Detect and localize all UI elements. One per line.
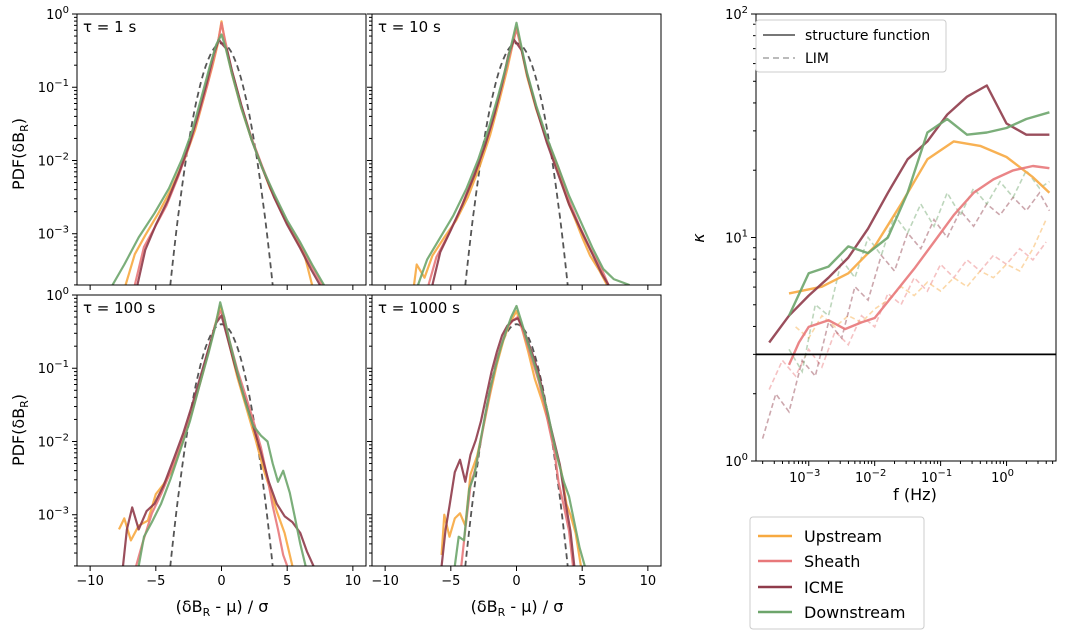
legend-sf-label: structure function xyxy=(805,28,930,44)
pdf-tau-1-series-upstream xyxy=(124,20,314,285)
pdf-tau-100-xtick-label: −10 xyxy=(76,574,103,589)
pdf-tau-1000-series-upstream xyxy=(440,310,582,566)
series-legend-box xyxy=(749,516,925,630)
pdf-tau-1-plot xyxy=(111,20,325,285)
pdf-tau-10-gaussian xyxy=(464,42,569,285)
pdf-tau-100-xtick-label: 0 xyxy=(217,574,225,589)
pdf-tau-1000: τ = 1000 s −10 −5 0 5 10 xyxy=(367,294,662,589)
pdf-tau-1-frame xyxy=(76,13,367,286)
pdf-tau-1000-xtick-label: −5 xyxy=(441,574,460,589)
kappa-ylabel: κ xyxy=(689,233,708,243)
pdf-tau-1000-series-sheath xyxy=(460,315,575,566)
pdf-tau-10-series-downstream xyxy=(416,21,630,285)
legend-upstream-label: Upstream xyxy=(804,527,882,546)
series-legend: Upstream Sheath ICME Downstream xyxy=(749,516,925,630)
pdf-tau-100-series-downstream xyxy=(137,301,307,566)
pdf-xlabel-right: (δBR - μ) / σ xyxy=(471,597,564,619)
pdf-tau-1000-title: τ = 1000 s xyxy=(378,299,460,317)
legend-icme-label: ICME xyxy=(804,578,844,597)
kappa-xtick-label: 10−1 xyxy=(921,468,952,486)
pdf-tau-100-title: τ = 100 s xyxy=(83,299,156,317)
pdf-tau-10-title: τ = 10 s xyxy=(378,18,441,36)
kappa-style-legend: structure function LIM xyxy=(755,19,947,73)
pdf-tau-10-series-sheath xyxy=(427,27,610,285)
pdf-tau-1-ytick-label: 10−2 xyxy=(38,151,69,169)
kappa-sf-sheath xyxy=(787,164,1050,366)
kappa-xtick-label: 10−2 xyxy=(855,468,886,486)
kappa-ytick-label: 100 xyxy=(725,452,748,470)
kappa-xlabel: f (Hz) xyxy=(893,485,937,504)
pdf-tau-100-ytick-label: 10−3 xyxy=(38,506,69,524)
pdf-tau-1000-plot xyxy=(440,304,586,566)
pdf-tau-1000-xtick-label: 5 xyxy=(578,574,586,589)
kappa-lim-upstream xyxy=(795,219,1047,340)
kappa-lim-downstream xyxy=(788,168,1050,374)
kappa-sf-upstream xyxy=(788,140,1051,295)
pdf-tau-1-ytick-label: 10−3 xyxy=(38,225,69,243)
pdf-tau-100-xtick-label: −5 xyxy=(146,574,165,589)
pdf-tau-1: τ = 1 s 100 10−1 10−2 10−3 xyxy=(38,5,367,290)
pdf-tau-1-series-icme xyxy=(136,38,321,285)
legend-sheath-label: Sheath xyxy=(804,552,860,571)
pdf-tau-100-plot xyxy=(118,301,315,566)
pdf-ylabel-bottom: PDF(δBR) xyxy=(9,394,31,466)
pdf-tau-1000-xtick-label: 0 xyxy=(512,574,520,589)
pdf-xlabel-left: (δBR - μ) / σ xyxy=(176,597,269,619)
pdf-tau-1000-xtick-label: −10 xyxy=(371,574,398,589)
legend-downstream-label: Downstream xyxy=(804,603,905,622)
kappa-xtick-label: 10−3 xyxy=(789,468,820,486)
kappa-ytick-label: 102 xyxy=(725,5,748,23)
pdf-tau-1000-gaussian xyxy=(464,323,569,566)
kappa-lim-icme xyxy=(761,191,1051,439)
kappa-legend-box xyxy=(755,19,947,73)
pdf-tau-100-xtick-label: 5 xyxy=(283,574,291,589)
kappa-spectrum: 10−3 10−2 10−1 100 100 101 102 xyxy=(725,5,1057,486)
pdf-tau-1-series-downstream xyxy=(111,33,325,285)
kappa-xtick-label: 100 xyxy=(991,468,1014,486)
kappa-plot xyxy=(756,84,1056,439)
pdf-tau-10-plot xyxy=(412,21,630,285)
pdf-tau-100-ytick-label: 10−2 xyxy=(38,432,69,450)
pdf-tau-100-ytick-label: 100 xyxy=(46,286,69,304)
kappa-sf-downstream xyxy=(787,111,1050,317)
pdf-tau-1-ytick-label: 10−1 xyxy=(38,78,69,96)
pdf-tau-1000-xtick-label: 10 xyxy=(640,574,657,589)
legend-lim-label: LIM xyxy=(805,51,829,67)
pdf-tau-100-xtick-label: 10 xyxy=(345,574,362,589)
pdf-tau-10: τ = 10 s xyxy=(367,13,662,290)
pdf-tau-10-series-icme xyxy=(431,38,610,285)
pdf-tau-1-title: τ = 1 s xyxy=(83,18,136,36)
pdf-tau-100-series-icme xyxy=(121,314,315,566)
pdf-tau-1-ytick-label: 100 xyxy=(46,5,69,23)
pdf-tau-100: τ = 100 s −10 −5 0 5 10 100 10−1 10−2 10−3 xyxy=(38,286,367,589)
pdf-tau-1000-series-downstream xyxy=(453,304,586,566)
pdf-tau-100-ytick-label: 10−1 xyxy=(38,359,69,377)
kappa-ytick-label: 101 xyxy=(725,229,748,247)
kappa-sf-icme xyxy=(768,84,1050,344)
kappa-lim-sheath xyxy=(768,241,1047,390)
pdf-tau-10-frame xyxy=(371,13,662,286)
pdf-tau-1000-frame xyxy=(371,294,662,567)
pdf-ylabel-top: PDF(δBR) xyxy=(9,118,31,190)
pdf-tau-100-gaussian xyxy=(169,323,274,566)
